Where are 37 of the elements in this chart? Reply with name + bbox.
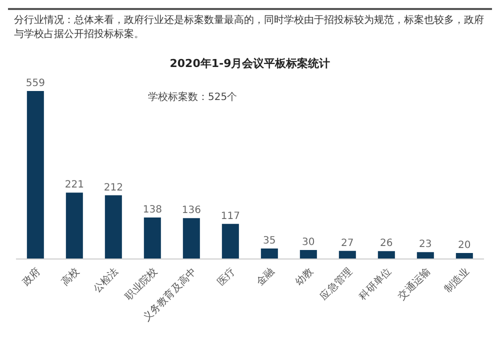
x-tick-label: 幼教 (293, 266, 316, 288)
data-label: 221 (64, 180, 84, 191)
data-label: 27 (341, 238, 354, 249)
bar (416, 252, 434, 259)
bar (182, 218, 200, 259)
x-tick-label: 应急管理 (318, 266, 355, 302)
data-label: 559 (26, 78, 45, 89)
x-tick-label: 制造业 (442, 266, 472, 296)
bar (378, 251, 395, 259)
x-tick-label: 高校 (59, 266, 82, 288)
bar (66, 192, 83, 259)
data-label: 20 (458, 240, 471, 251)
data-label: 26 (380, 238, 393, 250)
data-label: 23 (419, 239, 432, 250)
bar (260, 248, 278, 259)
bar (222, 224, 239, 259)
x-tick-label: 医疗 (215, 266, 238, 288)
x-tick-label: 金融 (254, 266, 277, 288)
data-label: 30 (302, 236, 315, 248)
bar (104, 195, 122, 259)
x-tick-label: 政府 (20, 266, 43, 288)
annotation: 学校标案数：525个 (148, 90, 238, 104)
data-label: 136 (182, 205, 201, 216)
bar (456, 252, 473, 259)
text: 分行业情况：总体来看，政府行业还是标案数量最高的，同时学校由于招投标较为规范，标案也较多，政府与学校占据公开招投标标案。 (8, 8, 492, 46)
bar (26, 91, 44, 259)
chart-title: 2020年1-9月会议平板标案统计 (168, 56, 332, 71)
bar (300, 250, 317, 259)
data-label: 138 (142, 204, 162, 216)
bar (144, 218, 161, 259)
data-label: 35 (263, 235, 276, 246)
bar (338, 250, 356, 259)
x-tick-label: 科研单位 (356, 266, 394, 302)
data-label: 212 (104, 182, 123, 194)
x-tick-label: 交通运输 (396, 266, 433, 302)
data-label: 117 (220, 210, 240, 222)
x-tick-label: 公检法 (90, 266, 121, 296)
